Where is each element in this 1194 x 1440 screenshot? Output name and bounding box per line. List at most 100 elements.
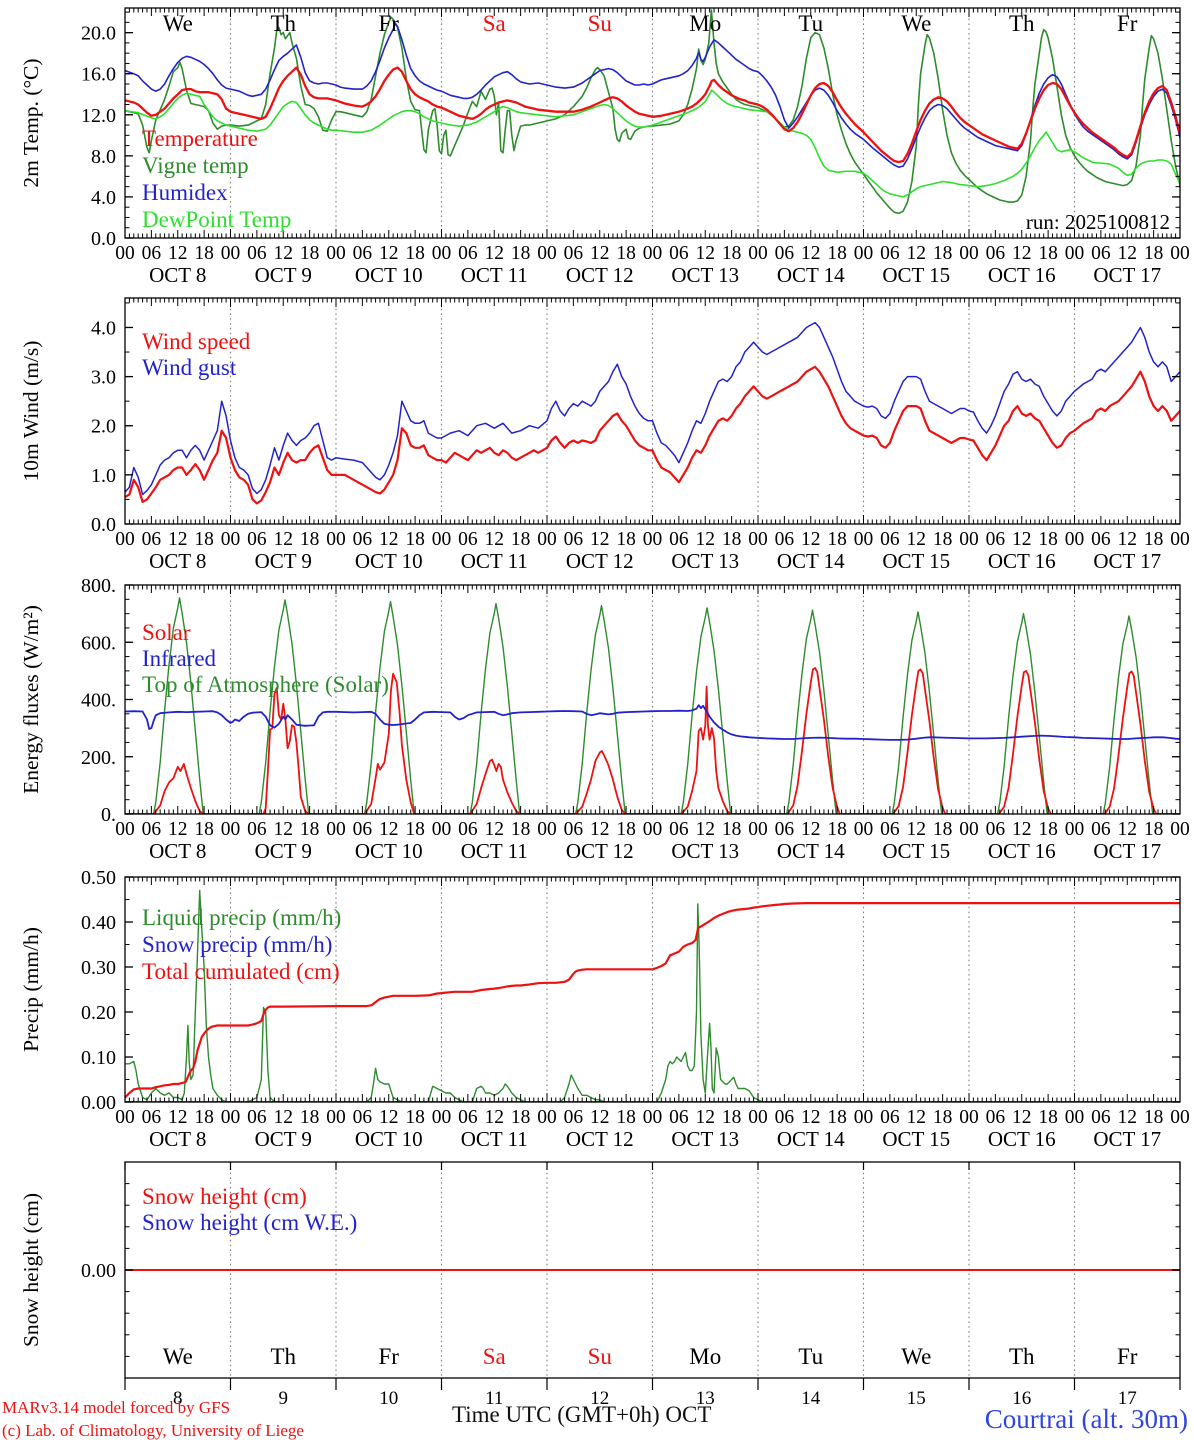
hour-tick-label: 12 bbox=[1012, 819, 1032, 840]
hour-tick-label: 12 bbox=[485, 529, 505, 550]
series-dewpoint-temp bbox=[125, 89, 1180, 198]
ytick-label: 0.00 bbox=[81, 1260, 116, 1282]
hour-tick-label: 00 bbox=[537, 819, 557, 840]
lab-credit-line2: (c) Lab. of Climatology, University of L… bbox=[2, 1421, 304, 1440]
day-number-label: 8 bbox=[173, 1388, 183, 1409]
hour-tick-label: 12 bbox=[274, 819, 294, 840]
hour-tick-label: 00 bbox=[854, 243, 874, 264]
hour-tick-label: 12 bbox=[907, 529, 927, 550]
hour-tick-label: 18 bbox=[1038, 819, 1058, 840]
hour-tick-label: 12 bbox=[590, 243, 610, 264]
hour-tick-label: 18 bbox=[827, 243, 847, 264]
hour-tick-label: 00 bbox=[1170, 529, 1190, 550]
hour-tick-label: 00 bbox=[959, 819, 979, 840]
series-temperature bbox=[125, 66, 1180, 164]
day-name-label: Mo bbox=[689, 1344, 721, 1369]
date-label: OCT 8 bbox=[149, 549, 206, 573]
date-label: OCT 9 bbox=[255, 1127, 312, 1151]
panel-energy: 0. 200. 400. 600. 800. Energy fluxes (W/m²) 00… bbox=[19, 575, 1190, 863]
hour-tick-label: 12 bbox=[590, 1107, 610, 1128]
date-label: OCT 14 bbox=[777, 1127, 845, 1151]
ytick-label: 0.00 bbox=[81, 1092, 116, 1114]
date-label: OCT 14 bbox=[777, 839, 845, 863]
day-number-label: 12 bbox=[590, 1388, 609, 1409]
date-label: OCT 10 bbox=[355, 549, 423, 573]
ytick-label: 400. bbox=[81, 690, 116, 712]
hour-tick-label: 00 bbox=[748, 243, 768, 264]
hour-tick-label: 18 bbox=[511, 529, 531, 550]
hour-tick-label: 06 bbox=[564, 1107, 584, 1128]
legend-temperature-3: DewPoint Temp bbox=[142, 207, 291, 232]
hour-tick-label: 06 bbox=[142, 529, 162, 550]
hour-tick-label: 06 bbox=[669, 1107, 689, 1128]
hour-tick-label: 18 bbox=[511, 819, 531, 840]
hour-tick-label: 00 bbox=[432, 1107, 452, 1128]
ytick-label: 12.0 bbox=[81, 105, 116, 127]
hour-tick-label: 00 bbox=[643, 819, 663, 840]
day-number-label: 14 bbox=[801, 1388, 821, 1409]
panel-snow: 0.00 Snow height (cm) We Th Fr Sa Su Mo Tu We Th Fr… bbox=[19, 1161, 1181, 1409]
hour-tick-label: 00 bbox=[748, 1107, 768, 1128]
y-axis-label-energy: Energy fluxes (W/m²) bbox=[19, 605, 43, 794]
ytick-label: 3.0 bbox=[91, 367, 116, 389]
day-name-label: Tu bbox=[798, 11, 823, 36]
hour-tick-label: 18 bbox=[722, 819, 742, 840]
y-axis-label-precip: Precip (mm/h) bbox=[19, 927, 43, 1052]
legend-energy-2: Top of Atmosphere (Solar) bbox=[142, 672, 389, 697]
series-total-cumulated bbox=[125, 902, 1180, 1099]
hour-tick-label: 00 bbox=[326, 1107, 346, 1128]
hour-tick-label: 00 bbox=[1065, 529, 1085, 550]
hour-tick-label: 00 bbox=[537, 1107, 557, 1128]
day-name-label: Mo bbox=[689, 11, 721, 36]
day-name-label: Su bbox=[588, 1344, 613, 1369]
date-label: OCT 17 bbox=[1093, 549, 1161, 573]
hour-tick-label: 00 bbox=[115, 819, 135, 840]
hour-tick-label: 06 bbox=[247, 243, 267, 264]
date-label: OCT 14 bbox=[777, 263, 845, 287]
hour-tick-label: 06 bbox=[458, 529, 478, 550]
date-label: OCT 11 bbox=[461, 1127, 528, 1151]
date-label: OCT 14 bbox=[777, 549, 845, 573]
hour-tick-label: 12 bbox=[590, 819, 610, 840]
ytick-label: 4.0 bbox=[91, 317, 116, 339]
day-name-label: Th bbox=[1009, 1344, 1035, 1369]
date-label: OCT 17 bbox=[1093, 263, 1161, 287]
hour-tick-label: 00 bbox=[643, 529, 663, 550]
y-axis-label-wind: 10m Wind (m/s) bbox=[19, 341, 43, 482]
hour-tick-label: 12 bbox=[696, 1107, 716, 1128]
date-label: OCT 16 bbox=[988, 839, 1056, 863]
hour-tick-label: 12 bbox=[274, 243, 294, 264]
hour-tick-label: 18 bbox=[616, 819, 636, 840]
hour-tick-label: 12 bbox=[168, 529, 188, 550]
hour-tick-label: 06 bbox=[880, 819, 900, 840]
hour-tick-label: 00 bbox=[854, 819, 874, 840]
hour-tick-label: 18 bbox=[1144, 1107, 1164, 1128]
hour-tick-label: 18 bbox=[722, 243, 742, 264]
panel-precip: 0.00 0.10 0.20 0.30 0.40 0.50 Precip (mm/h) 00 0… bbox=[19, 867, 1190, 1151]
hour-tick-label: 12 bbox=[1012, 243, 1032, 264]
hour-tick-label: 18 bbox=[194, 1107, 214, 1128]
day-name-label: Sa bbox=[483, 1344, 506, 1369]
hour-tick-label: 00 bbox=[1065, 819, 1085, 840]
hour-tick-label: 12 bbox=[801, 529, 821, 550]
hour-tick-label: 18 bbox=[511, 1107, 531, 1128]
hour-tick-label: 00 bbox=[959, 243, 979, 264]
ytick-label: 0.50 bbox=[81, 867, 116, 889]
hour-tick-label: 06 bbox=[564, 819, 584, 840]
legend-wind-0: Wind speed bbox=[142, 329, 251, 354]
hour-tick-label: 00 bbox=[1065, 243, 1085, 264]
day-name-label: We bbox=[901, 11, 931, 36]
hour-tick-label: 18 bbox=[616, 243, 636, 264]
hour-tick-label: 18 bbox=[405, 243, 425, 264]
hour-tick-label: 12 bbox=[485, 819, 505, 840]
hour-tick-label: 06 bbox=[458, 819, 478, 840]
date-label: OCT 15 bbox=[882, 1127, 950, 1151]
y-axis-label-temperature: 2m Temp. (°C) bbox=[19, 58, 43, 187]
hour-tick-label: 06 bbox=[986, 243, 1006, 264]
hour-tick-label: 06 bbox=[880, 529, 900, 550]
hour-tick-label: 00 bbox=[115, 243, 135, 264]
hour-tick-label: 00 bbox=[326, 819, 346, 840]
hour-tick-label: 12 bbox=[168, 1107, 188, 1128]
series-wind-gust bbox=[125, 321, 1180, 496]
hour-tick-label: 00 bbox=[326, 243, 346, 264]
